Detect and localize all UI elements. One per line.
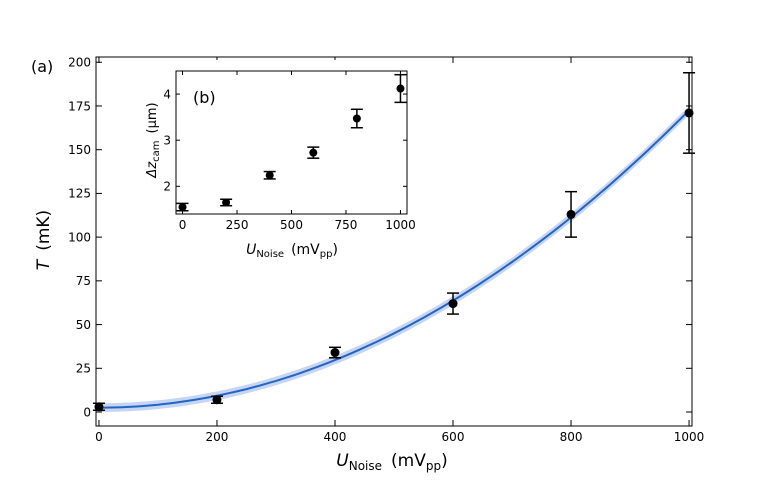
fit-curve [99, 109, 690, 409]
panel-label-b: (b) [193, 88, 216, 107]
inset-x-axis-label: UNoise (mVpp) [246, 242, 338, 260]
panel-label-a: (a) [31, 57, 53, 76]
main-x-tick-label: 0 [95, 430, 103, 444]
main-y-tick-label: 75 [76, 274, 91, 288]
main-data-point [330, 348, 340, 358]
main-y-tick-label: 25 [76, 362, 91, 376]
axis-ticks: 0 200 400 600 800 1000 0 25 50 75 100 125 150 175 200 [68, 56, 704, 444]
inset-y-axis-label-symbol: Δz [145, 161, 160, 179]
main-y-tick-label: 200 [68, 56, 91, 70]
main-x-tick-label: 800 [560, 430, 583, 444]
inset-y-axis-label-sub: cam [151, 140, 162, 161]
inset-data-point [309, 148, 318, 157]
main-y-tick-label: 50 [76, 318, 91, 332]
inset-y-tick-label: 3 [163, 134, 171, 148]
inset-y-axis-label-unit: (μm) [145, 102, 160, 133]
y-axis-label: T (mK) [34, 210, 54, 270]
data-points [92, 71, 696, 412]
x-axis-label: UNoise (mVpp) [336, 451, 447, 473]
inset-x-axis-label-sub: Noise [256, 249, 284, 260]
inset-background [122, 60, 412, 272]
main-data-point [684, 108, 694, 118]
main-y-tick-label: 0 [83, 405, 91, 419]
inset-y-tick-label: 4 [163, 87, 171, 101]
inset-x-axis-label-unit-close: ) [332, 242, 337, 258]
inset-data-point [222, 198, 231, 207]
inset-x-tick-label: 0 [179, 218, 187, 232]
main-data-point [448, 299, 458, 309]
inset-x-axis-label-unit-sub: pp [320, 249, 333, 260]
x-axis-label-symbol: U [336, 451, 349, 471]
main-chart: 0 200 400 600 800 10000255075100125150175200 … [31, 56, 704, 473]
inset-y-axis-label: Δzcam (μm) [145, 102, 162, 178]
inset-y-tick-label: 2 [163, 180, 171, 194]
fit-line [99, 109, 690, 409]
main-data-point [212, 395, 222, 405]
x-axis-label-unit-close: ) [441, 451, 448, 471]
inset-axis-ticks: 0 250 500 750 1000 2 3 4 [163, 71, 416, 232]
inset-x-tick-label: 1000 [385, 218, 416, 232]
main-x-tick-label: 200 [206, 430, 229, 444]
main-x-tick-label: 600 [442, 430, 465, 444]
inset-x-axis-label-unit: (mV [291, 242, 320, 258]
inset-data-point [265, 171, 274, 180]
plot-frame [95, 56, 693, 427]
main-y-tick-label: 100 [68, 230, 91, 244]
inset-x-axis-label-symbol: U [246, 242, 256, 258]
x-axis-label-unit: (mV [391, 451, 426, 471]
x-axis-label-unit-sub: pp [426, 459, 441, 473]
main-x-tick-label: 400 [324, 430, 347, 444]
main-data-point [94, 402, 104, 412]
main-y-tick-label: 125 [68, 187, 91, 201]
x-axis-label-sub: Noise [349, 459, 382, 473]
inset-data-point [178, 203, 187, 212]
inset-chart: 0 250 500 750 1000 2 3 4 (b) UNoise (mVpp) Δzcam… [122, 60, 416, 272]
y-axis-label-symbol: T [34, 258, 54, 270]
main-data-point [566, 209, 576, 219]
y-axis-label-unit: (mK) [34, 210, 54, 251]
inset-x-tick-label: 250 [226, 218, 249, 232]
inset-x-tick-label: 500 [280, 218, 303, 232]
inset-data-point [352, 114, 361, 123]
main-y-tick-label: 175 [68, 99, 91, 113]
main-y-tick-label: 150 [68, 143, 91, 157]
main-x-tick-label: 1000 [674, 430, 705, 444]
inset-data-point [396, 84, 405, 93]
inset-x-tick-label: 750 [335, 218, 358, 232]
